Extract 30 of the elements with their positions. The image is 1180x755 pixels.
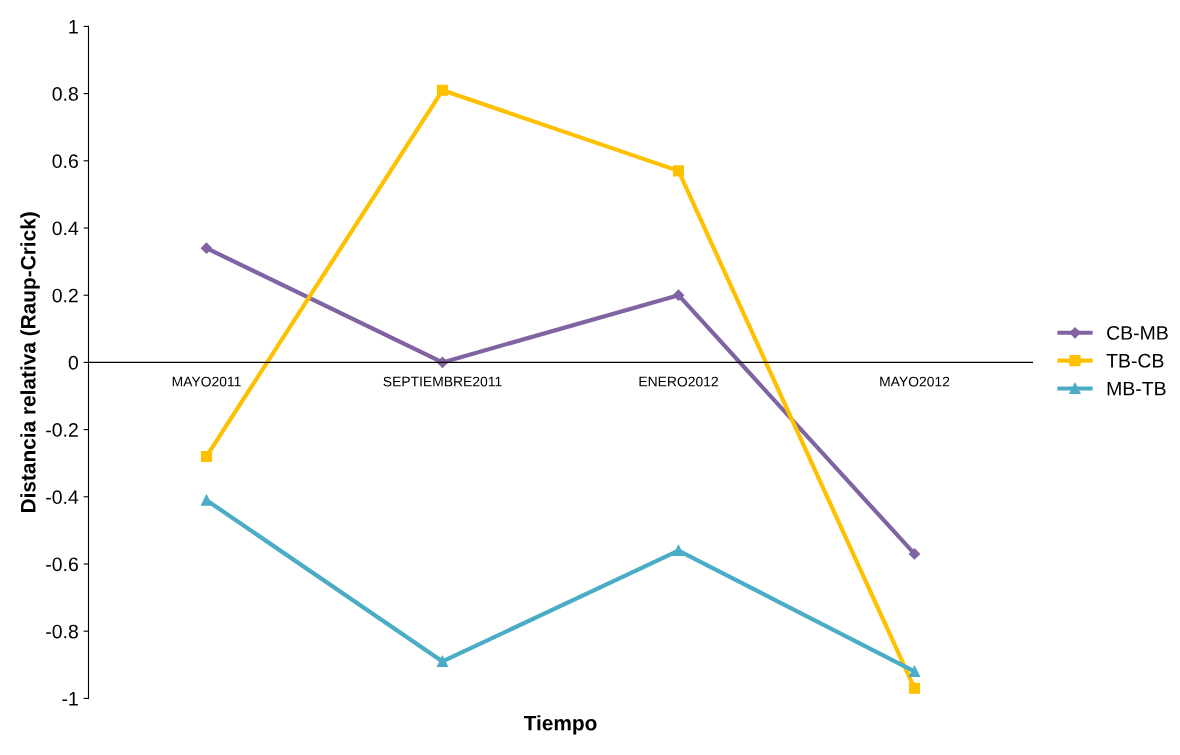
y-axis-title: Distancia relativa (Raup-Crick) bbox=[20, 212, 40, 513]
point bbox=[200, 242, 213, 254]
point bbox=[436, 84, 449, 96]
legend-label: TB-CB bbox=[1106, 353, 1164, 368]
x-tick-label: MAYO2012 bbox=[880, 376, 950, 387]
point bbox=[908, 548, 921, 560]
x-tick-label: SEPTIEMBRE2011 bbox=[383, 376, 502, 387]
y-tick-label: 1 bbox=[69, 20, 78, 34]
y-tick-label: 0.8 bbox=[52, 87, 78, 101]
y-tick-label: -0.4 bbox=[46, 490, 79, 505]
point bbox=[672, 165, 685, 177]
point bbox=[908, 665, 921, 678]
point bbox=[672, 289, 685, 301]
y-tick-label: -0.6 bbox=[46, 557, 78, 572]
y-tick-label: 0.6 bbox=[52, 154, 78, 169]
y-tick-label: 0 bbox=[68, 355, 79, 370]
point bbox=[672, 544, 685, 557]
point bbox=[908, 682, 921, 694]
y-tick-label: -0.8 bbox=[46, 624, 78, 639]
point bbox=[436, 655, 449, 667]
x-tick-label: ENERO2012 bbox=[639, 376, 718, 387]
y-tick-label: -1 bbox=[62, 692, 78, 706]
legend-label: CB-MB bbox=[1107, 326, 1168, 340]
x-axis-title: Tiempo bbox=[523, 715, 597, 735]
point bbox=[200, 450, 213, 463]
y-tick-label: 0.4 bbox=[52, 221, 79, 236]
x-tick-label: MAYO2011 bbox=[172, 376, 241, 387]
legend-label: MB-TB bbox=[1107, 381, 1166, 396]
y-tick-label: -0.2 bbox=[46, 423, 78, 437]
y-tick-label: 0.2 bbox=[52, 288, 78, 303]
